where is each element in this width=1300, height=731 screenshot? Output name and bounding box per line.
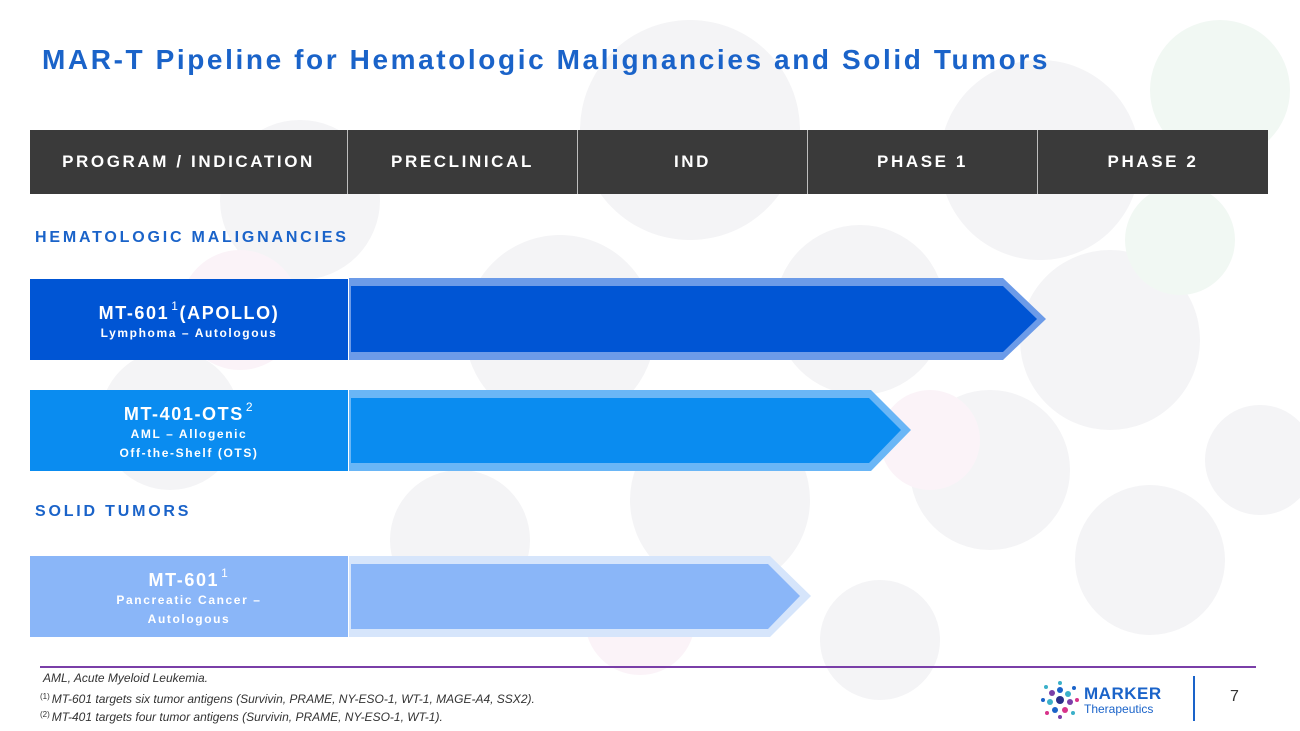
progress-arrow-mt401-ots (349, 390, 911, 471)
pipeline-table-header: PROGRAM / INDICATION PRECLINICAL IND PHA… (30, 130, 1268, 194)
program-indication: Lymphoma – Autologous (100, 325, 278, 340)
footnote-abbreviation: AML, Acute Myeloid Leukemia. (43, 671, 208, 685)
logo-wordmark: MARKER (1084, 684, 1162, 703)
program-name: MT-601 1(APOLLO) (98, 298, 280, 323)
program-name: MT-401-OTS 2 (123, 400, 255, 424)
header-phase1: PHASE 1 (808, 130, 1038, 194)
program-mt601-pancreatic: MT-601 1 Pancreatic Cancer – Autologous (30, 556, 348, 637)
page-title: MAR-T Pipeline for Hematologic Malignanc… (42, 44, 1051, 75)
header-phase2: PHASE 2 (1107, 152, 1199, 171)
footer-divider (40, 666, 1256, 668)
page-number: 7 (1230, 688, 1239, 705)
header-preclinical: PRECLINICAL (348, 130, 578, 194)
header-program: PROGRAM / INDICATION (30, 130, 348, 194)
program-indication: AML – Allogenic (130, 427, 248, 441)
program-name: MT-601 1 (148, 566, 230, 590)
footnote-1: (1) MT-601 targets six tumor antigens (Su… (40, 692, 535, 706)
program-mt401-ots: MT-401-OTS 2 AML – Allogenic Off-the-Shel… (30, 390, 348, 471)
header-ind: IND (578, 130, 808, 194)
program-indication-detail: Autologous (147, 612, 231, 626)
section-solid-label: SOLID TUMORS (35, 503, 192, 520)
company-logo: MARKER Therapeutics (1040, 680, 1190, 720)
footnote-2: (2) MT-401 targets four tumor antigens (S… (40, 710, 443, 724)
program-indication: Pancreatic Cancer – (116, 593, 262, 607)
section-heme-label: HEMATOLOGIC MALIGNANCIES (35, 229, 349, 246)
logo-subtitle: Therapeutics (1084, 702, 1154, 716)
logo-mark-icon (1041, 681, 1079, 719)
progress-arrow-mt601-pancreatic (349, 556, 811, 637)
program-indication-detail: Off-the-Shelf (OTS) (119, 446, 259, 460)
progress-arrow-mt601-apollo (349, 278, 1046, 360)
program-mt601-apollo: MT-601 1(APOLLO) Lymphoma – Autologous (30, 279, 348, 360)
logo-divider (1193, 676, 1195, 721)
